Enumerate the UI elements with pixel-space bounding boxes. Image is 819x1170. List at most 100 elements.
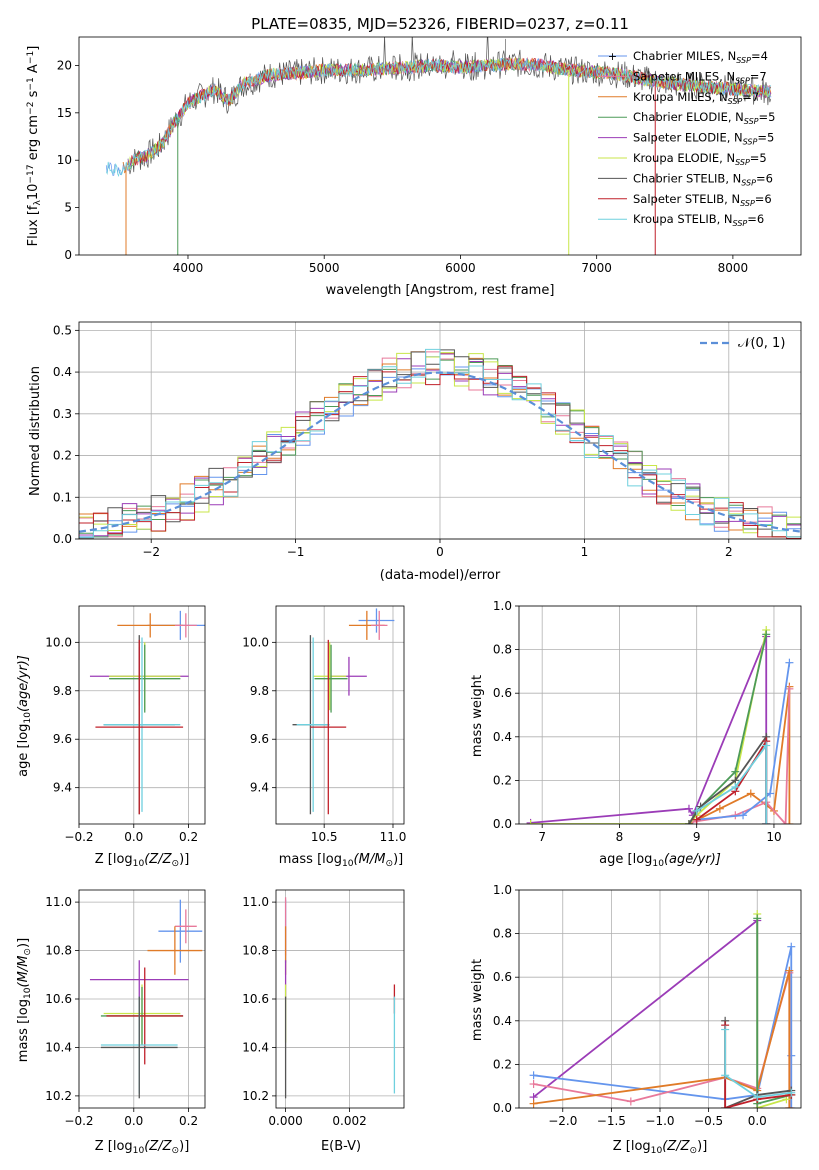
x-axis-label-part: 10 — [133, 1146, 145, 1156]
chart-title: PLATE=0835, MJD=52326, FIBERID=0237, z=0… — [251, 15, 629, 33]
y-tick-label: 0.4 — [493, 1014, 512, 1028]
x-axis-label-part: 10 — [133, 859, 145, 869]
x-axis-label: mass [log10(M/M⊙)] — [279, 852, 403, 869]
y-axis-label-part: A — [26, 64, 41, 77]
axes-frame — [78, 605, 206, 825]
plot-area — [105, 37, 772, 255]
x-tick-label: 1 — [581, 545, 589, 559]
axes-frame — [78, 889, 206, 1109]
y-axis-label-part: )] — [16, 938, 31, 948]
y-tick-label: 15 — [57, 106, 72, 120]
legend-label-eq: =5 — [750, 151, 767, 165]
y-tick-label: 0.4 — [53, 365, 72, 379]
y-axis-label-part: mass [log — [16, 999, 31, 1062]
y-tick-label: 10.2 — [242, 1089, 269, 1103]
y-axis-label-part: ] — [26, 46, 41, 51]
y-tick-label: 10.0 — [45, 635, 72, 649]
y-axis-label: mass [log10(M/M⊙)] — [16, 938, 33, 1062]
x-tick-label: 10.5 — [311, 830, 338, 844]
y-axis-label-part: λ — [33, 200, 43, 206]
y-tick-label: 5 — [64, 201, 72, 215]
x-tick-label: 2 — [725, 545, 733, 559]
panel-4: 7 8 9 10 0.0 0.2 0.4 0.6 0.8 1.0 — [493, 599, 802, 844]
x-axis-label-part: ⊙ — [172, 859, 180, 869]
legend-label-eq: =5 — [757, 131, 774, 145]
axes-frame — [275, 605, 405, 825]
y-axis-label: mass weight — [470, 675, 485, 757]
y-tick-label: 0.0 — [53, 532, 72, 546]
legend-label-text: Kroupa STELIB, N — [633, 212, 733, 226]
x-axis-label-part: (Z/Z — [662, 1139, 690, 1154]
y-tick-label: 10.6 — [242, 992, 269, 1006]
x-axis-label-part: ⊙ — [690, 1146, 698, 1156]
mass-weight-line — [533, 970, 791, 1108]
y-axis-label-part: 10 — [23, 712, 33, 724]
y-tick-label: 1.0 — [493, 883, 512, 897]
x-tick-label: −2 — [142, 545, 160, 559]
y-tick-label: 0.2 — [53, 449, 72, 463]
x-tick-label: −0.2 — [64, 1114, 93, 1128]
y-tick-label: 9.4 — [53, 781, 72, 795]
y-axis-label-part: −1 — [26, 77, 36, 90]
legend-label-eq: =4 — [751, 49, 768, 63]
y-axis-label-part: 10 — [23, 987, 33, 999]
legend-label: Chabrier STELIB, NSSP=6 — [633, 171, 773, 187]
panel-1: −2 −1 0 1 2 0.0 0.1 0.2 0.3 0.4 0.5 — [53, 321, 802, 559]
x-axis-label-part: 10 — [651, 1146, 663, 1156]
y-tick-label: 10.2 — [45, 1089, 72, 1103]
y-axis-label: Normed distribution — [28, 366, 43, 496]
legend-label-text: Kroupa MILES, N — [633, 90, 728, 104]
legend-label-text: Kroupa ELODIE, N — [633, 151, 735, 165]
panel-2: −0.2 0.0 0.2 9.4 9.6 9.8 10.0 — [45, 605, 206, 844]
x-axis-label: Z [log10(Z/Z⊙)] — [95, 1139, 190, 1156]
axes-frame — [78, 36, 802, 256]
x-tick-label: 8 — [616, 830, 624, 844]
y-tick-label: 10.6 — [45, 992, 72, 1006]
normal-curve — [79, 371, 801, 533]
x-tick-label: 5000 — [309, 261, 340, 275]
plot-area — [526, 625, 794, 824]
legend-label-eq: =6 — [755, 192, 772, 206]
y-tick-label: 10.4 — [242, 1040, 269, 1054]
legend-label-text: Chabrier STELIB, N — [633, 171, 741, 185]
legend-label-sub: SSP — [740, 199, 755, 208]
legend-label-sub: SSP — [728, 97, 743, 106]
legend-label: Chabrier ELODIE, NSSP=5 — [633, 110, 775, 126]
y-tick-label: 9.8 — [250, 684, 269, 698]
legend-label-eq: =7 — [750, 69, 767, 83]
x-axis-label-part: )] — [697, 1139, 707, 1154]
y-tick-label: 0.8 — [493, 643, 512, 657]
x-tick-label: 4000 — [173, 261, 204, 275]
legend-label-text: Chabrier MILES, N — [633, 49, 736, 63]
x-tick-label: 0 — [436, 545, 444, 559]
y-tick-label: 9.6 — [250, 732, 269, 746]
y-axis-label-part: s — [26, 90, 41, 101]
panel-6: 0.000 0.002 10.2 10.4 10.6 10.8 11.0 — [242, 889, 405, 1128]
x-axis-label-part: 10 — [342, 859, 354, 869]
plot-area — [79, 348, 801, 539]
y-tick-label: 0.6 — [493, 970, 512, 984]
y-tick-label: 20 — [57, 58, 72, 72]
x-tick-label: 8000 — [718, 261, 749, 275]
y-tick-label: 10.8 — [242, 944, 269, 958]
y-axis-label: Flux [fλ10−17 erg cm−2 s−1 A−1] — [26, 46, 43, 247]
y-axis-label-part: erg cm — [26, 115, 41, 164]
y-axis-label: age [log10(age/yr)] — [16, 655, 33, 777]
y-tick-label: 10.4 — [45, 1040, 72, 1054]
plot-area — [529, 909, 796, 1108]
x-axis-label: (data-model)/error — [380, 568, 501, 583]
legend-label: Chabrier MILES, NSSP=4 — [633, 49, 768, 65]
y-axis-label-part: −1 — [26, 51, 36, 64]
x-tick-label: 11.0 — [380, 830, 407, 844]
y-tick-label: 9.8 — [53, 684, 72, 698]
legend-label-eq: =7 — [742, 90, 759, 104]
x-axis-label-part: (Z/Z — [144, 1139, 172, 1154]
y-axis-label-part: age [log — [16, 724, 31, 777]
x-axis-label-part: (M/M — [354, 852, 386, 867]
y-tick-label: 0.2 — [493, 1057, 512, 1071]
x-axis-label-part: Z [log — [95, 852, 133, 867]
y-axis-label: mass weight — [470, 959, 485, 1041]
legend-label-text: Chabrier ELODIE, N — [633, 110, 744, 124]
x-tick-label: 0.000 — [268, 1114, 302, 1128]
